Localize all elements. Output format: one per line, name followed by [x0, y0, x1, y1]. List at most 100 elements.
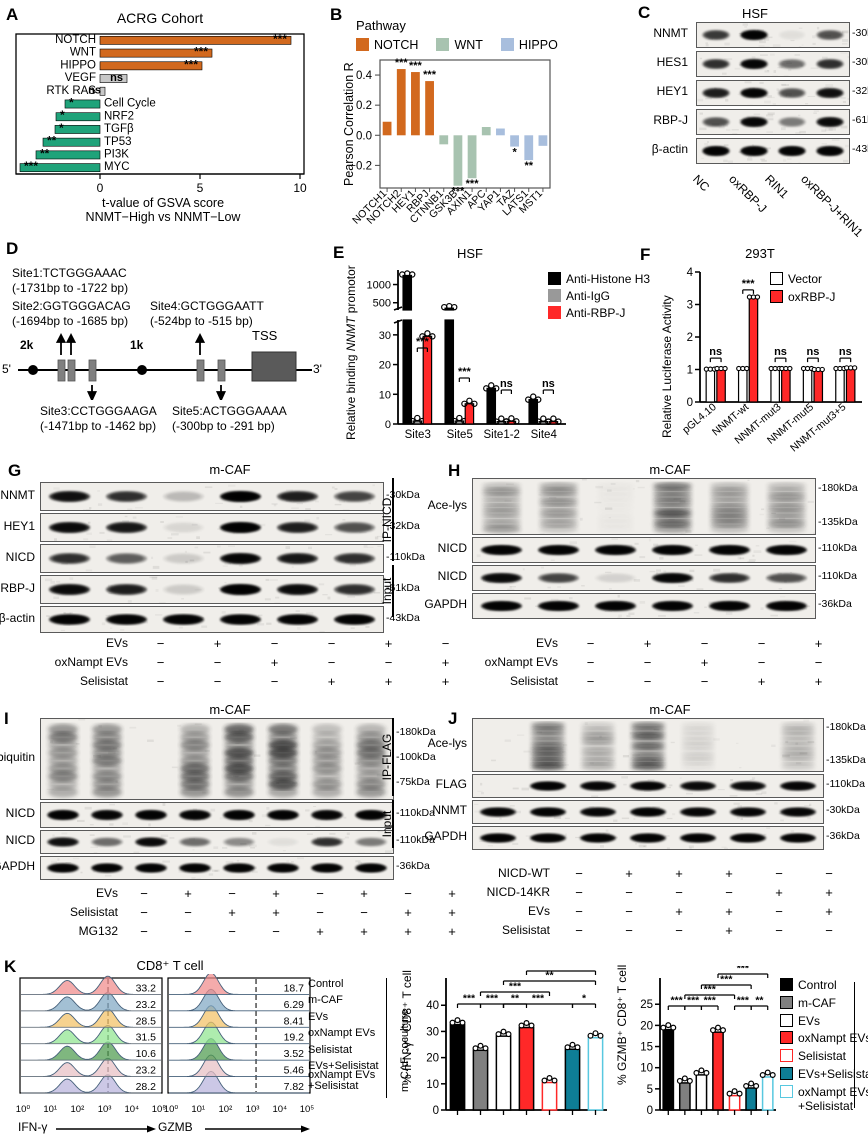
blot-band-row: [696, 109, 850, 135]
marker-1k: [137, 365, 147, 375]
condition-mark: +: [180, 886, 196, 901]
molecular-weight-label: -61kDa: [852, 114, 868, 126]
panel-d-site4: Site4:GCTGGGAATT: [150, 299, 264, 313]
panel-c-title: HSF: [690, 6, 820, 21]
bar-nnmt-wt-vector: [739, 370, 747, 403]
legend-swatch: [548, 306, 561, 319]
flow-row-label: EVs: [308, 1012, 328, 1024]
ip-group-label: IP-FLAG: [380, 734, 394, 781]
bar-site3-anti-histone-h3: [403, 320, 411, 424]
condition-mark: −: [153, 636, 169, 651]
bar-site5-anti-histone-h3: [445, 320, 453, 424]
bar-nnmt-mut3+5-vector: [836, 370, 844, 403]
condition-mark: +: [381, 674, 397, 689]
blot-band-row: [40, 482, 384, 511]
significance-marker: ***: [24, 159, 38, 173]
bar-evs: [696, 1075, 706, 1110]
blot-row-label: RBP-J: [636, 113, 688, 127]
blot-row-label: HEY1: [636, 84, 688, 98]
legend-label: Control: [798, 978, 837, 992]
blot-image: [41, 831, 393, 853]
flow-x-tick-label: 10¹: [40, 1104, 60, 1115]
flow-percent-value: 10.6: [136, 1048, 157, 1060]
panel-h-blot: Ace-lys -180kDa -135kDa NICD -110kDa NICD -110…: [472, 478, 852, 633]
significance-marker: ns: [500, 378, 513, 390]
bar-selisistat: [542, 1083, 556, 1111]
x-tick-label: NNMT-mut3+5: [788, 401, 848, 452]
legend-swatch: [548, 272, 561, 285]
bar-selisistat: [729, 1096, 739, 1110]
panel-k-xlabel-right: GZMB: [158, 1120, 193, 1134]
condition-mark: +: [811, 636, 827, 651]
x-group-label: Site1-2: [484, 429, 520, 441]
flow-row-label: oxNampt EVs +Selisistat: [308, 1070, 375, 1093]
flow-percent-value: 6.29: [284, 999, 305, 1011]
bar-oxnampt-evs: [519, 1028, 533, 1111]
blot-band-row: [40, 856, 394, 880]
legend-swatch: [770, 272, 783, 285]
y-tick-label: 0.4: [356, 70, 373, 82]
condition-label: EVs: [440, 904, 550, 918]
y-tick-label: 4: [687, 267, 694, 279]
blot-image: [697, 23, 849, 47]
flow-percent-value: 19.2: [284, 1032, 305, 1044]
site-box-3: [89, 360, 96, 381]
y-tick-label: 40: [426, 1000, 439, 1012]
molecular-weight-label: -110kDa: [818, 542, 857, 554]
significance-marker: ***: [509, 981, 522, 993]
panel-d-1k-label: 1k: [130, 338, 143, 352]
condition-mark: −: [224, 886, 240, 901]
significance-marker: ***: [486, 993, 499, 1005]
panel-k-right-bar-plot: 0 5 10 15 20 25 *** *** *** *** ** *** *** ***: [622, 966, 782, 1138]
y-tick-label: 30: [379, 330, 391, 342]
blot-row-label: GAPDH: [0, 859, 35, 873]
bar-pgl4.10-vector: [706, 370, 714, 402]
blot-image: [697, 81, 849, 105]
condition-mark: −: [583, 655, 599, 670]
blot-image: [697, 52, 849, 76]
bar-ctnnb1: [439, 135, 448, 144]
legend-swatch: [780, 1085, 793, 1098]
y-tick-label: 0: [433, 1105, 439, 1117]
blot-band-row: [472, 718, 824, 772]
legend-item: Vector: [770, 272, 835, 286]
condition-mark: +: [671, 866, 687, 881]
panel-k-left-svg: 010203040*******************: [408, 966, 613, 1138]
condition-mark: +: [268, 905, 284, 920]
panel-label-d: D: [6, 240, 18, 257]
blot-band-row: [40, 606, 384, 633]
flow-x-tick-label: 10³: [243, 1104, 263, 1115]
blot-lane-label: RIN1: [762, 172, 791, 201]
significance-marker: ***: [737, 966, 750, 975]
x-tick-label: 5: [197, 181, 204, 195]
blot-image: [41, 803, 393, 827]
significance-marker: ***: [184, 57, 198, 71]
y-tick-label: 3: [687, 300, 693, 312]
tss-box: [252, 352, 296, 381]
molecular-weight-label: -30kDa: [826, 804, 860, 816]
blot-row-label: Ace-lys: [402, 498, 467, 512]
condition-label: NICD-WT: [440, 866, 550, 880]
condition-mark: −: [671, 923, 687, 938]
bar-gsk3b: [454, 135, 463, 185]
panel-b-ylabel-wrap: Pearson Correlation R: [340, 62, 358, 186]
flow-percent-value: 28.2: [136, 1081, 157, 1093]
molecular-weight-label: -110kDa: [826, 778, 865, 790]
flow-row-label: oxNampt EVs: [308, 1028, 375, 1040]
condition-mark: +: [210, 636, 226, 651]
flow-percent-value: 3.52: [284, 1048, 305, 1060]
panel-k-right-svg: 0510152025 *** *** *** *** ***********: [622, 966, 782, 1138]
condition-mark: +: [771, 885, 787, 900]
flow-x-tick-label: 10¹: [188, 1104, 208, 1115]
condition-mark: −: [180, 924, 196, 939]
condition-mark: −: [571, 923, 587, 938]
panel-d-site3: Site3:CCTGGGAAGA: [40, 404, 157, 418]
bar-oxnampt-evs: [713, 1032, 723, 1110]
condition-mark: −: [136, 905, 152, 920]
condition-mark: −: [312, 905, 328, 920]
panel-b-legend: NOTCH WNT HIPPO: [356, 36, 576, 54]
significance-marker: ***: [423, 69, 437, 81]
panel-a-xlabel-1: t-value of GSVA score: [18, 196, 308, 210]
y-tick-label: 10: [640, 1063, 653, 1075]
flow-percent-value: 7.82: [284, 1081, 305, 1093]
